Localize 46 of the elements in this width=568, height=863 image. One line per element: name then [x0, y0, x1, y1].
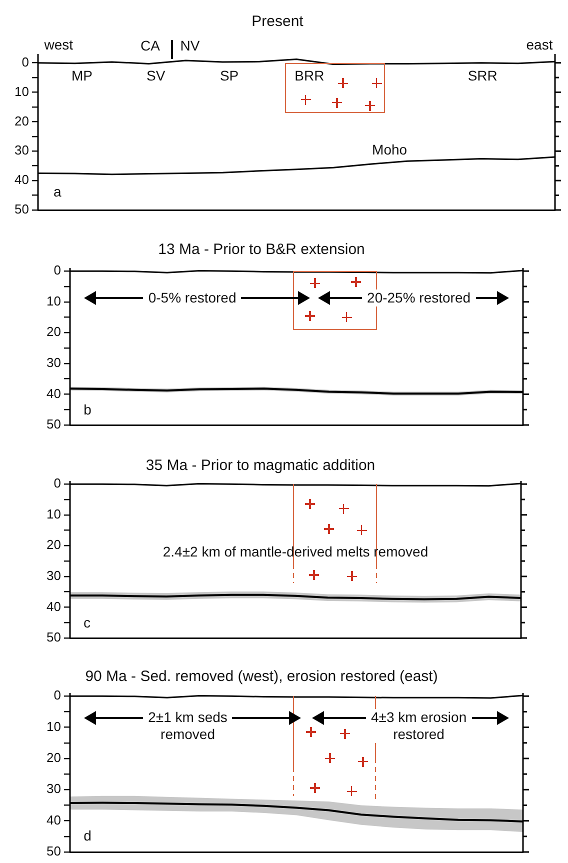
annotation: 4±3 km erosion restored	[368, 709, 469, 744]
y-tick-label: 10	[14, 84, 29, 99]
chart-title: 90 Ma - Sed. removed (west), erosion restored (east)	[85, 668, 438, 686]
y-tick-label: 30	[46, 355, 61, 370]
text: west	[44, 36, 74, 54]
y-tick-label: 40	[46, 812, 61, 828]
text: east	[526, 36, 553, 54]
y-tick-label: 10	[46, 293, 61, 308]
annotation: MP	[71, 68, 92, 85]
annotation: d	[84, 828, 92, 845]
y-tick-label: 0	[54, 262, 61, 278]
y-tick-label: 30	[46, 781, 61, 796]
y-tick-label: 30	[46, 568, 61, 584]
y-tick-label: 20	[46, 324, 61, 340]
annotation: SV	[146, 68, 166, 85]
y-tick-label: 50	[46, 630, 61, 645]
y-tick-label: 50	[14, 202, 29, 217]
annotation: 20-25% restored	[365, 290, 473, 307]
annotation: b	[84, 401, 92, 418]
annotation: SRR	[468, 68, 498, 85]
y-tick-label: 0	[54, 688, 61, 703]
y-tick-label: 40	[46, 386, 61, 401]
y-tick-label: 30	[14, 142, 29, 158]
y-tick-label: 10	[46, 506, 61, 522]
y-tick-label: 10	[46, 718, 61, 734]
y-tick-label: 50	[46, 844, 61, 859]
annotation: CA	[140, 38, 160, 55]
series-label: Moho	[372, 141, 408, 158]
y-tick-label: 40	[46, 598, 61, 614]
y-tick-label: 0	[22, 54, 29, 70]
chart-title: Present	[252, 13, 304, 30]
y-tick-label: 40	[14, 172, 29, 188]
chart-title: 13 Ma - Prior to B&R extension	[158, 241, 365, 258]
chart-title: 35 Ma - Prior to magmatic addition	[146, 457, 376, 474]
y-tick-label: 20	[46, 750, 61, 766]
annotation: SP	[220, 68, 239, 85]
y-tick-label: 20	[14, 113, 29, 128]
annotation: 0-5% restored	[146, 290, 238, 307]
y-tick-label: 20	[46, 537, 61, 552]
y-tick-label: 0	[54, 476, 61, 491]
annotation: 2±1 km seds removed	[146, 709, 230, 744]
annotation: BRR	[294, 68, 324, 85]
annotation: NV	[180, 38, 200, 55]
annotation: c	[84, 614, 91, 632]
y-tick-label: 50	[46, 416, 61, 432]
annotation: a	[54, 184, 62, 201]
